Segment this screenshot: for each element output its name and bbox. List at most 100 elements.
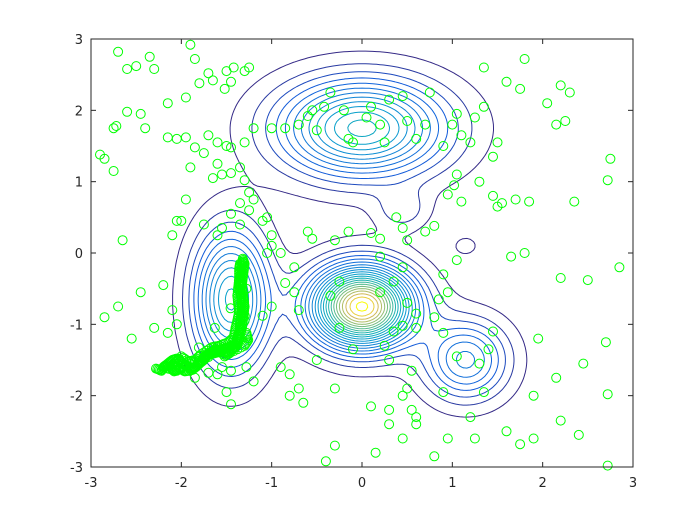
contour-level-12: [322, 119, 402, 338]
sample-marker: [266, 301, 277, 312]
sample-marker: [217, 362, 227, 373]
sample-marker: [266, 230, 277, 241]
contour-level-18: [338, 288, 386, 325]
sample-marker: [221, 387, 232, 398]
sample-marker: [212, 158, 223, 169]
contour-level-1: [172, 50, 528, 418]
sample-marker: [203, 68, 214, 79]
sample-marker: [307, 105, 318, 116]
sample-marker: [366, 228, 376, 238]
sample-marker: [551, 372, 562, 383]
sample-marker: [226, 365, 236, 376]
sample-marker: [329, 440, 340, 451]
sample-marker: [185, 162, 196, 173]
sample-marker: [140, 123, 151, 134]
sample-marker: [280, 123, 291, 134]
sample-marker: [379, 340, 390, 351]
contour-level-17: [336, 285, 389, 328]
sample-marker: [226, 399, 236, 410]
x-tick-label: 3: [629, 476, 637, 491]
sample-marker: [302, 226, 313, 237]
sample-marker: [189, 142, 200, 153]
sample-marker: [244, 205, 255, 216]
sample-marker: [397, 320, 408, 331]
chain-marker: [234, 273, 245, 284]
contour-level-4: [193, 77, 499, 391]
sample-marker: [262, 248, 273, 258]
sample-marker: [456, 196, 467, 207]
sample-marker: [528, 390, 539, 401]
sample-marker: [451, 108, 462, 119]
sample-marker: [370, 447, 381, 458]
sample-marker: [343, 226, 354, 237]
sample-marker: [465, 412, 476, 423]
y-tick-label: -3: [70, 461, 83, 476]
sample-marker: [465, 137, 476, 148]
sample-marker: [375, 119, 386, 130]
sample-marker: [241, 362, 252, 373]
sample-marker: [180, 92, 191, 103]
sample-marker: [524, 196, 535, 207]
sample-marker: [203, 367, 214, 378]
sample-marker: [442, 433, 453, 444]
sample-marker: [433, 294, 444, 305]
sample-marker: [420, 119, 431, 130]
sample-marker: [429, 451, 440, 462]
sample-marker: [519, 248, 530, 258]
sample-marker: [217, 223, 227, 233]
sample-marker: [275, 248, 286, 258]
y-tick-label: 3: [75, 33, 83, 48]
sample-marker: [212, 137, 223, 148]
sample-marker: [198, 219, 209, 230]
sample-marker: [438, 327, 449, 338]
sample-marker: [221, 141, 232, 151]
sample-marker: [180, 194, 191, 205]
sample-marker: [203, 130, 214, 141]
sample-marker: [257, 310, 268, 321]
sample-marker: [329, 235, 340, 246]
chain-marker: [214, 344, 225, 355]
sample-marker: [478, 62, 489, 73]
sample-marker: [411, 133, 422, 144]
x-tick-label: 2: [539, 476, 547, 491]
sample-marker: [397, 262, 408, 273]
sample-marker: [605, 153, 616, 164]
chain-marker: [209, 322, 220, 333]
sample-marker: [338, 105, 349, 116]
sample-marker: [257, 215, 268, 226]
sample-marker: [451, 351, 462, 362]
sample-marker: [478, 101, 489, 112]
sample-marker: [602, 460, 613, 471]
sample-marker: [108, 123, 119, 134]
sample-marker: [329, 383, 340, 394]
sample-marker: [244, 62, 255, 73]
sample-marker: [180, 132, 191, 143]
sample-marker: [248, 376, 259, 387]
sample-markers: [95, 39, 625, 471]
sample-marker: [217, 169, 227, 180]
sample-marker: [528, 433, 539, 444]
sample-marker: [207, 173, 218, 184]
sample-marker: [131, 61, 142, 72]
sample-marker: [564, 87, 575, 98]
sample-marker: [402, 383, 413, 394]
y-tick-label: -2: [70, 390, 83, 405]
sample-marker: [501, 426, 512, 437]
sample-marker: [397, 223, 408, 233]
sample-marker: [388, 276, 399, 287]
sample-marker: [438, 269, 449, 280]
contour-level-21: [349, 296, 375, 317]
y-axis-ticks: -3 -2 -1 0 1 2 3: [70, 33, 633, 476]
sample-marker: [569, 196, 580, 207]
sample-marker: [235, 162, 245, 173]
sample-marker: [275, 362, 286, 373]
sample-marker: [510, 194, 521, 205]
sample-marker: [171, 319, 182, 330]
sample-marker: [533, 333, 544, 344]
sample-marker: [334, 322, 345, 333]
sample-marker: [406, 365, 417, 376]
sample-marker: [478, 387, 489, 398]
chain-marker: [194, 355, 205, 366]
sample-marker: [442, 189, 453, 200]
